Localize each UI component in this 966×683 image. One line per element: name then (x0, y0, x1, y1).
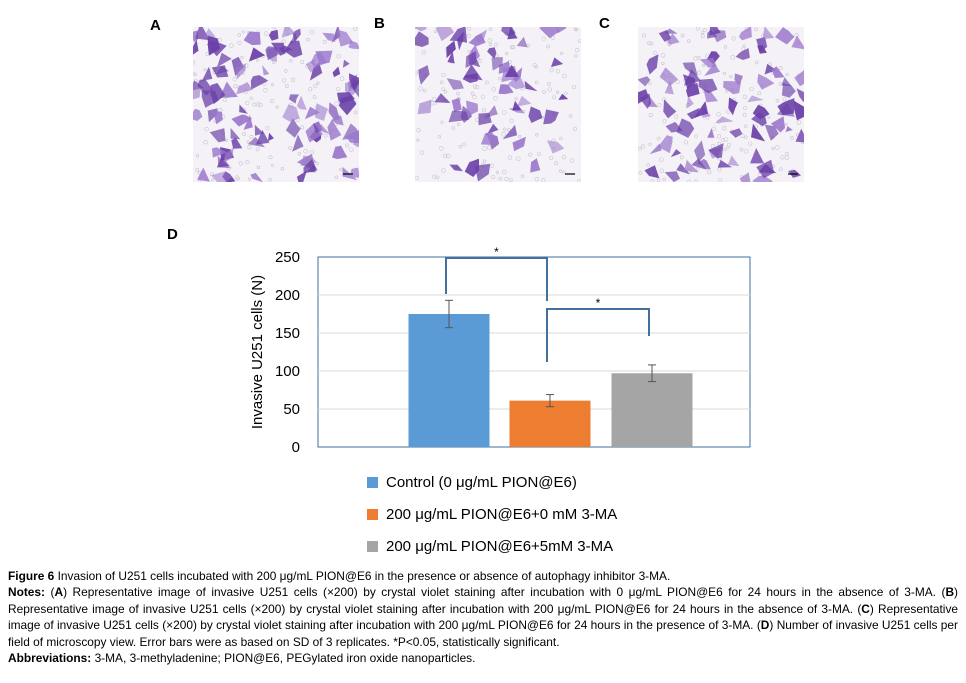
y-axis-label: Invasive U251 cells (N) (249, 275, 266, 429)
caption-title-line: Figure 6 Invasion of U251 cells incubate… (8, 568, 958, 584)
note-c-text: Representative image of invasive U251 ce… (8, 601, 959, 633)
legend-swatch-control (367, 477, 378, 488)
figure-title: Invasion of U251 cells incubated with 20… (57, 569, 671, 583)
legend-item-pion-3ma: 200 μg/mL PION@E6+5mM 3-MA (367, 538, 613, 555)
caption-abbreviations: Abbreviations: 3-MA, 3-methyladenine; PI… (8, 650, 958, 666)
bar (509, 400, 591, 447)
panel-d-letter: D (167, 226, 178, 243)
bar (611, 373, 693, 447)
micrograph-a (193, 27, 359, 182)
y-tick-label: 100 (275, 363, 300, 380)
legend-item-control: Control (0 μg/mL PION@E6) (367, 474, 577, 491)
significance-bracket: * (546, 296, 650, 362)
y-tick-label: 250 (275, 249, 300, 266)
error-bar (445, 299, 453, 329)
invasion-bar-chart: 0 50 100 150 200 250 Invasive U251 cells (N) * * (249, 245, 751, 456)
panel-c-letter: C (599, 15, 610, 32)
note-d-label: D (760, 618, 770, 633)
legend-swatch-pion-3ma (367, 541, 378, 552)
error-bar (546, 394, 554, 408)
micrograph-c (638, 27, 804, 182)
legend-swatch-pion (367, 509, 378, 520)
significance-bracket: * (445, 245, 548, 301)
legend-label-pion-3ma: 200 μg/mL PION@E6+5mM 3-MA (386, 538, 614, 555)
y-tick-label: 150 (275, 325, 300, 342)
significance-star: * (596, 296, 601, 310)
note-b-label: B (945, 585, 955, 600)
note-d-text: Number of invasive U251 cells per field … (8, 618, 958, 649)
y-tick-label: 0 (292, 439, 300, 456)
micrograph-b (415, 27, 581, 182)
legend-label-pion: 200 μg/mL PION@E6+0 mM 3-MA (386, 506, 618, 523)
error-bar (648, 364, 656, 383)
note-b-text: Representative image of invasive U251 ce… (8, 601, 854, 616)
abbreviations-label: Abbreviations: (8, 651, 92, 666)
legend-label-control: Control (0 μg/mL PION@E6) (386, 474, 577, 491)
significance-star: * (494, 245, 499, 259)
legend-item-pion: 200 μg/mL PION@E6+0 mM 3-MA (367, 506, 617, 523)
caption-notes: Notes: (A) Representative image of invas… (8, 585, 959, 649)
panel-a-letter: A (150, 17, 161, 34)
y-tick-label: 200 (275, 287, 300, 304)
note-a-text: Representative image of invasive U251 ce… (72, 585, 936, 600)
abbreviations-text: 3-MA, 3-methyladenine; PION@E6, PEGylate… (94, 651, 476, 666)
note-a-label: A (54, 585, 64, 600)
panel-b-letter: B (374, 15, 385, 32)
figure-label: Figure 6 (8, 569, 55, 583)
notes-label: Notes: (8, 585, 45, 600)
bar (408, 314, 490, 447)
y-tick-label: 50 (283, 401, 300, 418)
figure-caption: Figure 6 Invasion of U251 cells incubate… (8, 568, 958, 666)
note-c-label: C (861, 601, 870, 616)
